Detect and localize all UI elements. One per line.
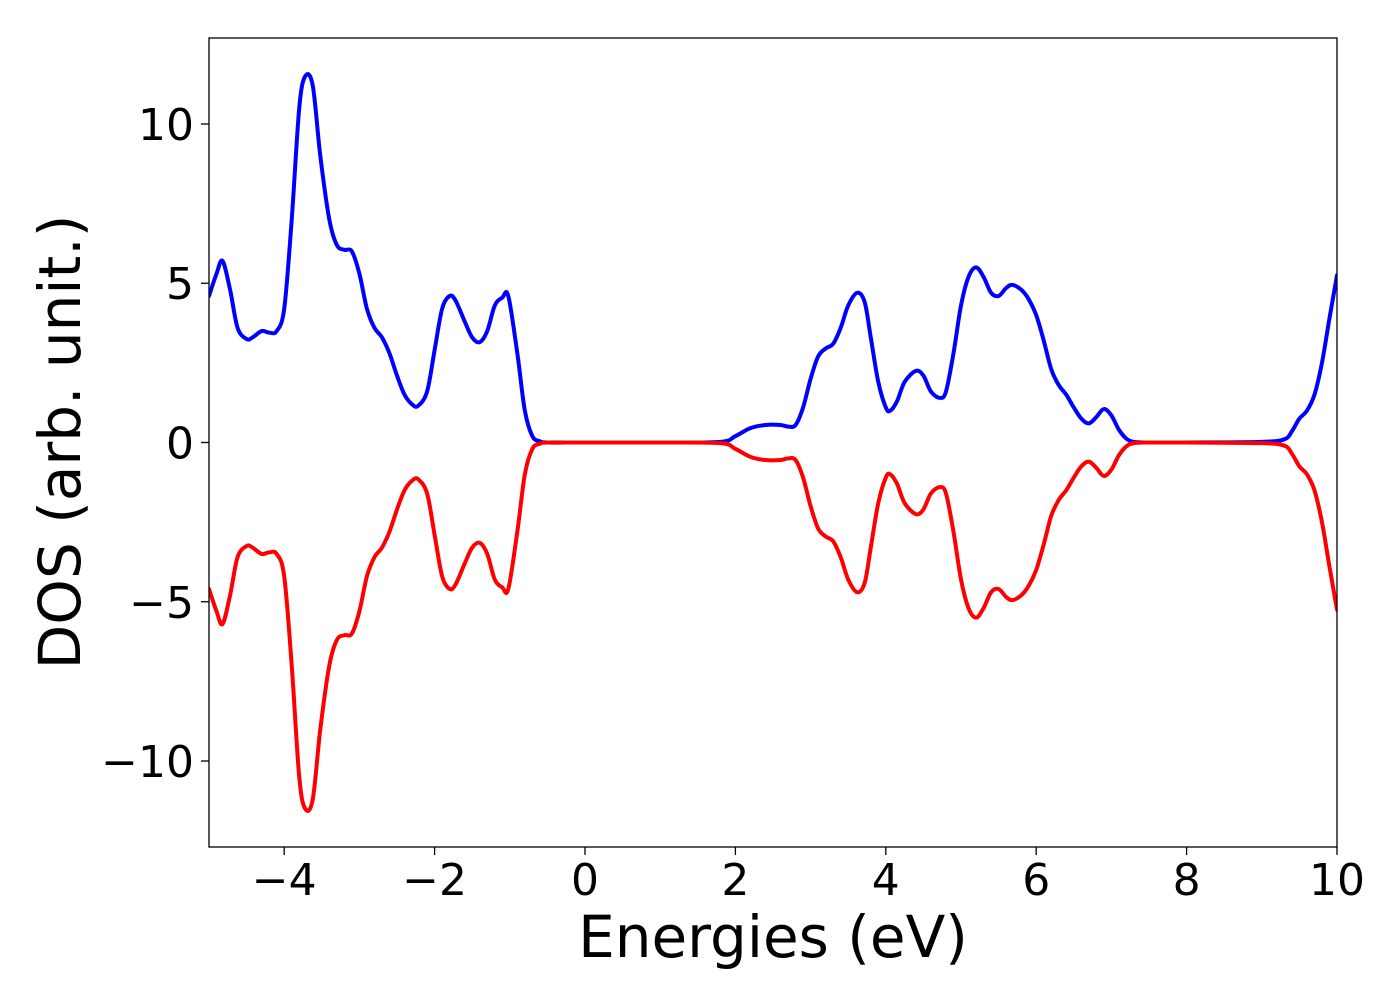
x-tick-label: 6 — [1022, 855, 1050, 906]
series-layer — [209, 72, 1337, 813]
x-tick-label: 10 — [1309, 855, 1365, 906]
x-tick-label: −4 — [252, 855, 317, 906]
y-axis-label: DOS (arb. unit.) — [26, 215, 94, 670]
x-tick-label: −2 — [402, 855, 467, 906]
series-line-1 — [209, 72, 1337, 445]
y-axis: −10 −5 0 5 10 — [101, 100, 209, 788]
x-tick-label: 2 — [721, 855, 749, 906]
x-tick-label: 8 — [1173, 855, 1201, 906]
series-line-2 — [209, 440, 1337, 813]
x-tick-label: 4 — [872, 855, 900, 906]
x-axis: −4 −2 0 2 4 6 8 10 — [252, 847, 1365, 906]
y-tick-label: 5 — [166, 259, 194, 310]
y-tick-label: 0 — [166, 419, 194, 470]
x-tick-label: 0 — [571, 855, 599, 906]
y-tick-label: −5 — [129, 578, 194, 629]
x-axis-label: Energies (eV) — [578, 903, 968, 971]
y-tick-label: 10 — [138, 100, 194, 151]
y-tick-label: −10 — [101, 737, 194, 788]
